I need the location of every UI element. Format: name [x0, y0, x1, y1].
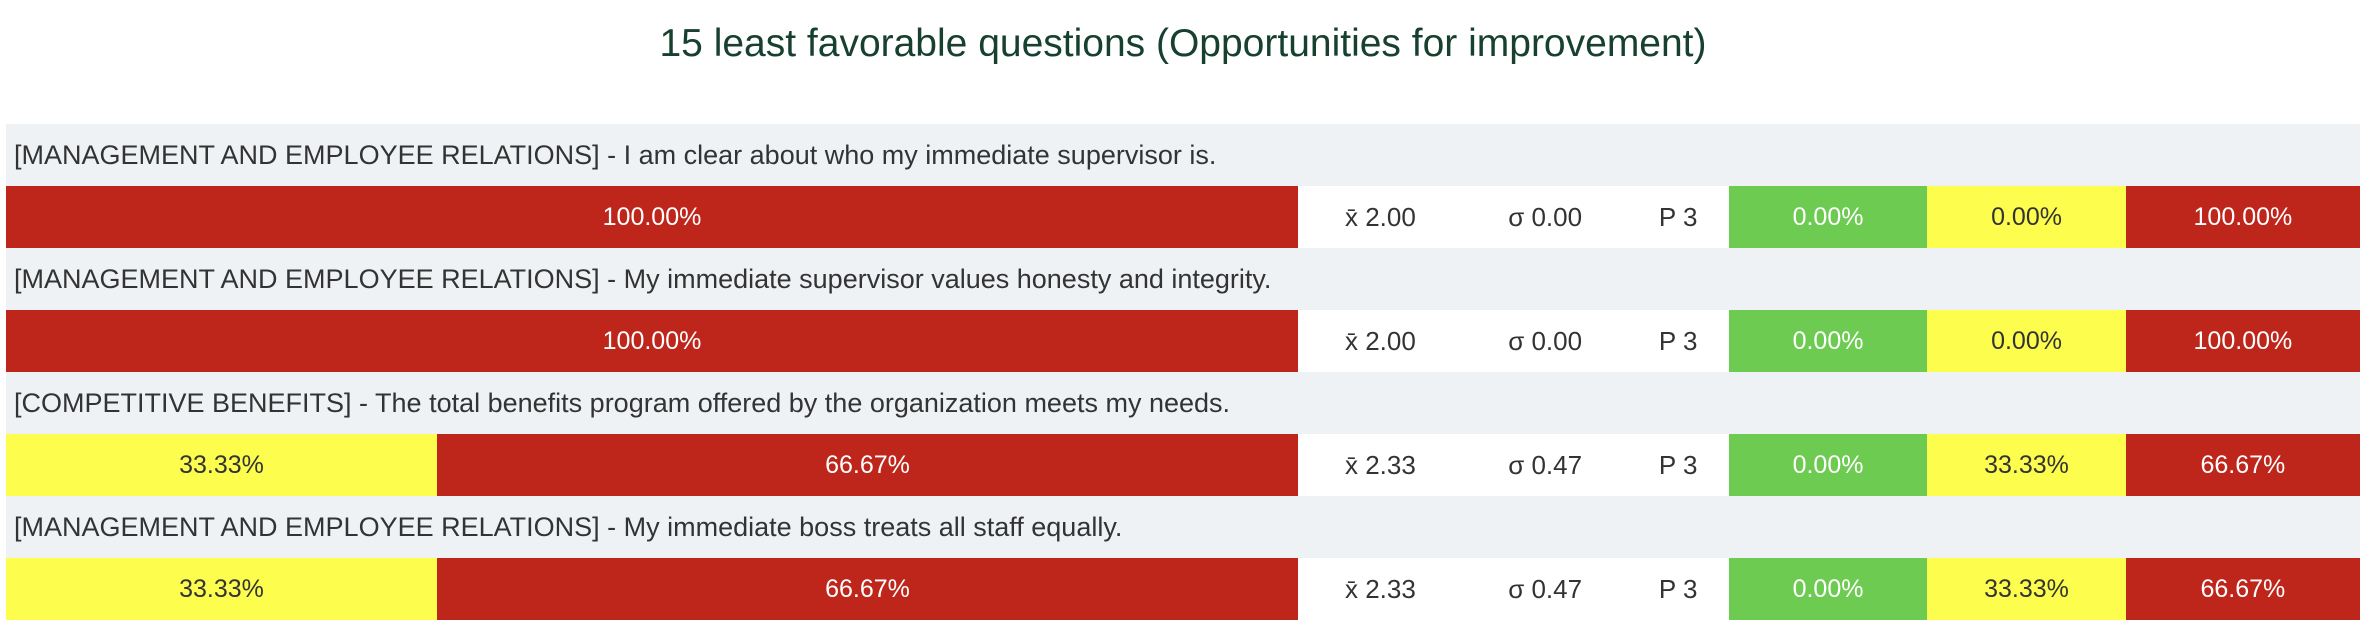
question-label: [COMPETITIVE BENEFITS] - The total benef… [6, 372, 2360, 434]
unfavorable-percent-cell: 66.67% [2125, 558, 2360, 620]
stacked-bar: 100.00% [6, 186, 1298, 248]
question-result-row: 100.00% x̄ 2.00 σ 0.00 P 3 0.00% 0.00% 100.00% [6, 186, 2360, 248]
mean-stat: x̄ 2.33 [1344, 449, 1416, 480]
favorable-percent-cell: 0.00% [1728, 558, 1928, 620]
mean-stat: x̄ 2.00 [1344, 325, 1416, 356]
favorable-percent-cell: 0.00% [1728, 434, 1928, 496]
mean-stat: x̄ 2.00 [1344, 201, 1416, 232]
neutral-percent-cell: 33.33% [1927, 434, 2126, 496]
favorable-percent-cell: 0.00% [1728, 186, 1928, 248]
unfavorable-percent-cell: 100.00% [2125, 310, 2360, 372]
neutral-percent-cell: 0.00% [1927, 310, 2126, 372]
unfavorable-percent-cell: 100.00% [2125, 186, 2360, 248]
mean-stat: x̄ 2.33 [1344, 573, 1416, 604]
stacked-bar: 33.33% 66.67% [6, 558, 1298, 620]
participants-stat: P 3 [1658, 573, 1698, 604]
question-list: [MANAGEMENT AND EMPLOYEE RELATIONS] - I … [6, 124, 2360, 620]
bar-segment-neutral: 33.33% [6, 558, 437, 620]
question-result-row: 33.33% 66.67% x̄ 2.33 σ 0.47 P 3 0.00% 33.33% 6… [6, 434, 2360, 496]
std-dev-stat: σ 0.00 [1508, 325, 1583, 356]
bar-segment-unfavorable: 66.67% [437, 434, 1298, 496]
question-label: [MANAGEMENT AND EMPLOYEE RELATIONS] - I … [6, 124, 2360, 186]
participants-stat: P 3 [1658, 325, 1698, 356]
std-dev-stat: σ 0.47 [1508, 573, 1583, 604]
bar-segment-unfavorable: 66.67% [437, 558, 1298, 620]
question-label: [MANAGEMENT AND EMPLOYEE RELATIONS] - My… [6, 496, 2360, 558]
neutral-percent-cell: 0.00% [1927, 186, 2126, 248]
bar-segment-neutral: 33.33% [6, 434, 437, 496]
stacked-bar: 100.00% [6, 310, 1298, 372]
std-dev-stat: σ 0.47 [1508, 449, 1583, 480]
question-result-row: 33.33% 66.67% x̄ 2.33 σ 0.47 P 3 0.00% 33.33% 6… [6, 558, 2360, 620]
stacked-bar: 33.33% 66.67% [6, 434, 1298, 496]
favorable-percent-cell: 0.00% [1728, 310, 1928, 372]
bar-segment-unfavorable: 100.00% [6, 186, 1298, 248]
chart-title: 15 least favorable questions (Opportunit… [659, 22, 1707, 65]
participants-stat: P 3 [1658, 201, 1698, 232]
neutral-percent-cell: 33.33% [1927, 558, 2126, 620]
question-result-row: 100.00% x̄ 2.00 σ 0.00 P 3 0.00% 0.00% 100.00% [6, 310, 2360, 372]
std-dev-stat: σ 0.00 [1508, 201, 1583, 232]
question-label: [MANAGEMENT AND EMPLOYEE RELATIONS] - My… [6, 248, 2360, 310]
unfavorable-percent-cell: 66.67% [2125, 434, 2360, 496]
bar-segment-unfavorable: 100.00% [6, 310, 1298, 372]
participants-stat: P 3 [1658, 449, 1698, 480]
